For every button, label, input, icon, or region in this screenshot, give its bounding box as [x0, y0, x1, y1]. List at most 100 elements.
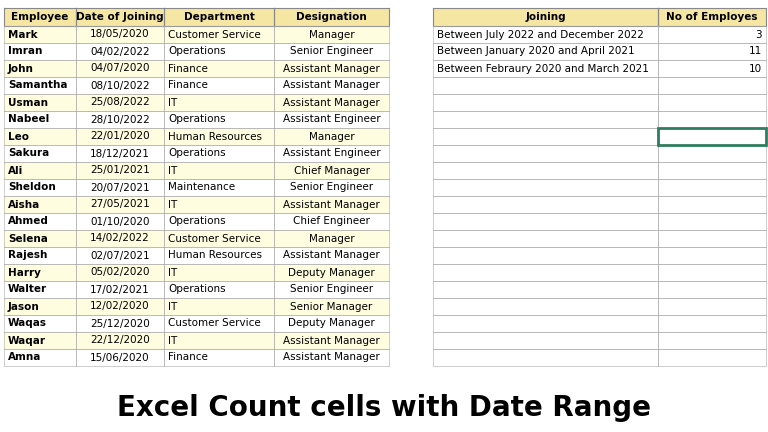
Text: 25/08/2022: 25/08/2022 [90, 98, 150, 108]
Bar [658, 26, 766, 43]
Text: Samantha: Samantha [8, 80, 68, 90]
Text: Deputy Manager: Deputy Manager [288, 267, 375, 277]
Bar [4, 298, 76, 315]
Bar [4, 264, 76, 281]
Text: No of Employes: No of Employes [667, 12, 758, 22]
Text: Operations: Operations [168, 216, 226, 226]
Text: Leo: Leo [8, 131, 29, 142]
Bar [76, 8, 164, 26]
Bar [274, 264, 389, 281]
Bar [164, 162, 274, 179]
Bar [4, 247, 76, 264]
Text: 27/05/2021: 27/05/2021 [90, 200, 150, 210]
Text: IT: IT [168, 336, 177, 346]
Text: Walter: Walter [8, 285, 47, 295]
Text: Operations: Operations [168, 149, 226, 159]
Bar [4, 213, 76, 230]
Bar [274, 8, 389, 26]
Text: Amna: Amna [8, 353, 41, 362]
Bar [76, 179, 164, 196]
Bar [164, 26, 274, 43]
Bar [274, 230, 389, 247]
Bar [76, 26, 164, 43]
Text: Usman: Usman [8, 98, 48, 108]
Bar [274, 128, 389, 145]
Bar [76, 332, 164, 349]
Text: Senior Engineer: Senior Engineer [290, 285, 373, 295]
Bar [274, 60, 389, 77]
Bar [658, 298, 766, 315]
Bar [433, 196, 658, 213]
Bar [164, 94, 274, 111]
Text: Sakura: Sakura [8, 149, 49, 159]
Text: 04/07/2020: 04/07/2020 [91, 64, 150, 73]
Text: Ali: Ali [8, 165, 23, 175]
Text: Human Resources: Human Resources [168, 251, 262, 260]
Bar [433, 179, 658, 196]
Text: 17/02/2021: 17/02/2021 [90, 285, 150, 295]
Text: 05/02/2020: 05/02/2020 [91, 267, 150, 277]
Bar [274, 332, 389, 349]
Bar [433, 247, 658, 264]
Text: Human Resources: Human Resources [168, 131, 262, 142]
Text: Waqas: Waqas [8, 318, 47, 328]
Bar [658, 281, 766, 298]
Bar [658, 111, 766, 128]
Text: Imran: Imran [8, 47, 42, 57]
Text: Senior Manager: Senior Manager [290, 302, 372, 311]
Text: 25/01/2021: 25/01/2021 [90, 165, 150, 175]
Text: Harry: Harry [8, 267, 41, 277]
Bar [658, 213, 766, 230]
Bar [274, 26, 389, 43]
Bar [433, 213, 658, 230]
Bar [658, 94, 766, 111]
Text: Chief Manager: Chief Manager [293, 165, 369, 175]
Bar [76, 111, 164, 128]
Text: Excel Count cells with Date Range: Excel Count cells with Date Range [117, 394, 651, 422]
Bar [274, 247, 389, 264]
Bar [164, 77, 274, 94]
Text: IT: IT [168, 200, 177, 210]
Text: Customer Service: Customer Service [168, 318, 261, 328]
Bar [274, 43, 389, 60]
Text: Ahmed: Ahmed [8, 216, 49, 226]
Text: John: John [8, 64, 34, 73]
Bar [164, 43, 274, 60]
Text: Senior Engineer: Senior Engineer [290, 182, 373, 193]
Text: 3: 3 [756, 29, 762, 39]
Bar [4, 162, 76, 179]
Text: Employee: Employee [12, 12, 68, 22]
Text: Assistant Manager: Assistant Manager [283, 251, 380, 260]
Bar [658, 349, 766, 366]
Text: Manager: Manager [309, 29, 354, 39]
Bar [433, 111, 658, 128]
Text: Assistant Manager: Assistant Manager [283, 353, 380, 362]
Text: 22/12/2020: 22/12/2020 [90, 336, 150, 346]
Text: Assistant Engineer: Assistant Engineer [283, 149, 380, 159]
Bar [4, 230, 76, 247]
Bar [658, 60, 766, 77]
Text: Assistant Manager: Assistant Manager [283, 200, 380, 210]
Bar [164, 230, 274, 247]
Bar [658, 247, 766, 264]
Bar [164, 349, 274, 366]
Bar [433, 162, 658, 179]
Bar [433, 77, 658, 94]
Bar [433, 298, 658, 315]
Text: Chief Engineer: Chief Engineer [293, 216, 370, 226]
Bar [658, 230, 766, 247]
Bar [164, 128, 274, 145]
Text: Finance: Finance [168, 64, 208, 73]
Text: Between January 2020 and April 2021: Between January 2020 and April 2021 [437, 47, 634, 57]
Bar [4, 8, 76, 26]
Text: Nabeel: Nabeel [8, 114, 49, 124]
Bar [433, 8, 658, 26]
Bar [4, 26, 76, 43]
Text: 02/07/2021: 02/07/2021 [90, 251, 150, 260]
Bar [274, 281, 389, 298]
Text: 28/10/2022: 28/10/2022 [90, 114, 150, 124]
Bar [433, 264, 658, 281]
Text: Operations: Operations [168, 114, 226, 124]
Bar [274, 111, 389, 128]
Bar [4, 281, 76, 298]
